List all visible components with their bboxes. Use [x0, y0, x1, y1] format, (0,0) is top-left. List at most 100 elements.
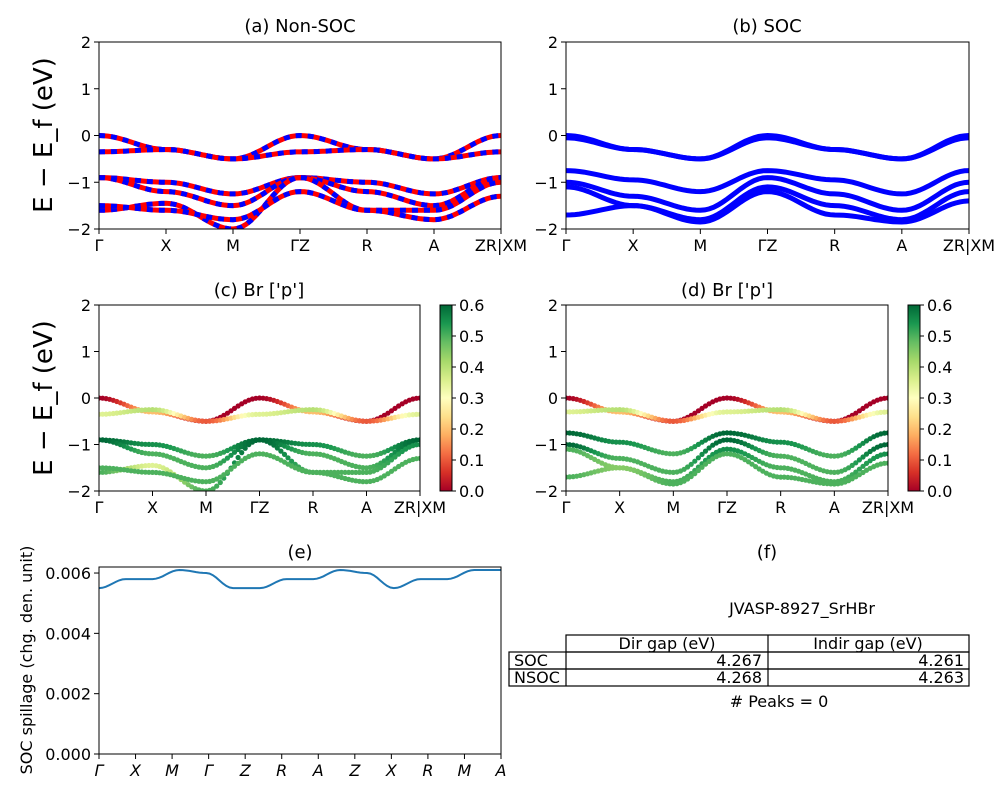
- panel-c-x-ticks: Γ X M ΓZ R A ZR|XM: [95, 491, 446, 517]
- colorbar-tick-label: 0.4: [459, 358, 484, 377]
- band-point: [856, 457, 863, 463]
- table-row-label: SOC: [514, 651, 548, 670]
- band-point: [685, 464, 691, 470]
- y-tick-label: 2: [81, 33, 91, 52]
- y-tick-label: 0.002: [45, 685, 91, 704]
- colorbar-tick-label: 0.5: [459, 327, 484, 346]
- band-point: [417, 411, 420, 417]
- band-point: [849, 462, 855, 468]
- y-tick-label: 2: [81, 296, 91, 315]
- panel-a-y-ticks: 2 1 0 −1 −2: [67, 33, 99, 239]
- panel-f-title: (f): [757, 542, 777, 563]
- panel-a-title: (a) Non-SOC: [244, 16, 355, 37]
- colorbar-tick-label: 0.4: [927, 358, 952, 377]
- table-cell: 4.261: [918, 651, 964, 670]
- band-point: [239, 450, 245, 456]
- table-cell: 4.263: [918, 668, 964, 687]
- panel-e-spillage: (e) 0.006 0.004 0.002 0.000 Γ X M Γ Z R A Z X R M A SO…: [17, 542, 506, 780]
- x-tick-label: Z: [239, 761, 252, 780]
- panel-a-plot: [99, 132, 501, 229]
- y-tick-label: 1: [81, 80, 91, 99]
- band-point: [210, 486, 216, 491]
- band-point: [863, 451, 870, 457]
- plot-area: [566, 132, 969, 225]
- panel-d-title: (d) Br ['p']: [681, 280, 773, 301]
- panel-c-plot: [99, 395, 420, 491]
- material-id: JVASP-8927_SrHBr: [728, 599, 875, 619]
- panel-a-x-ticks: Γ X M ΓZ R A ZR|XM: [95, 229, 527, 255]
- band-point: [217, 479, 223, 486]
- band-line-dashed: [99, 132, 501, 162]
- band-point: [688, 473, 694, 480]
- band-point: [853, 469, 859, 475]
- band-point: [342, 469, 348, 475]
- x-tick-label: Z: [348, 761, 361, 780]
- band-point: [388, 457, 395, 463]
- band-point: [235, 460, 241, 466]
- band-point: [228, 452, 234, 458]
- spillage-line: [98, 568, 501, 590]
- panel-a-non-soc: (a) Non-SOC 2 1 0 −1 −2 Γ X M ΓZ R A ZR|XM E − E_f…: [29, 16, 527, 255]
- x-tick-label: M: [199, 498, 213, 517]
- band-point: [417, 441, 420, 448]
- y-tick-label: 0: [81, 127, 91, 146]
- band-point: [702, 461, 709, 467]
- band-point: [396, 451, 402, 457]
- band-point: [695, 455, 702, 461]
- y-tick-label: −2: [534, 220, 558, 239]
- band-point: [242, 445, 248, 451]
- y-tick-label: 0: [81, 389, 91, 408]
- table-header-dir: Dir gap (eV): [619, 634, 716, 653]
- plot-area: [566, 395, 888, 487]
- x-tick-label: Γ: [95, 498, 104, 517]
- band-point: [224, 455, 230, 461]
- panel-b-x-ticks: Γ X M ΓZ R A ZR|XM: [562, 229, 995, 255]
- y-tick-label: 2: [548, 33, 558, 52]
- x-tick-label: R: [422, 761, 433, 780]
- x-tick-label: M: [666, 498, 680, 517]
- band-point: [885, 430, 888, 436]
- x-tick-label: X: [385, 761, 398, 780]
- x-tick-label: ZR|XM: [862, 498, 914, 517]
- band-point: [885, 395, 888, 401]
- band-point: [385, 460, 391, 466]
- y-tick-label: 1: [81, 343, 91, 362]
- panel-c-y-label: E − E_f (eV): [29, 320, 59, 476]
- x-tick-label: ZR|XM: [394, 498, 446, 517]
- y-tick-label: 0: [548, 389, 558, 408]
- x-tick-label: X: [147, 498, 158, 517]
- panel-b-soc: (b) SOC 2 1 0 −1 −2 Γ X M ΓZ R A ZR|XM: [534, 16, 995, 255]
- x-tick-label: ZR|XM: [943, 236, 995, 255]
- band-point: [863, 460, 870, 466]
- band-point: [281, 451, 288, 457]
- y-tick-label: 0.000: [45, 745, 91, 764]
- plot-area: [99, 395, 420, 491]
- table-header-indir: Indir gap (eV): [813, 634, 923, 653]
- band-point: [692, 471, 698, 477]
- band-point: [885, 460, 888, 466]
- band-point: [699, 464, 705, 470]
- y-tick-label: −1: [67, 436, 91, 455]
- band-point: [856, 466, 863, 472]
- x-tick-label: R: [829, 236, 840, 255]
- band-point: [360, 469, 366, 475]
- band-line: [566, 135, 969, 162]
- band-point: [274, 445, 280, 451]
- plot-area: [99, 132, 501, 229]
- colorbar-tick-label: 0.0: [927, 482, 952, 501]
- colorbar-tick-label: 0.3: [459, 389, 484, 408]
- panel-e-plot: [98, 568, 501, 590]
- colorbar-tick-label: 0.2: [459, 420, 484, 439]
- y-tick-label: −2: [534, 482, 558, 501]
- y-tick-label: 0.006: [45, 564, 91, 583]
- band-point: [224, 469, 230, 475]
- panel-f-gap-table: (f) JVASP-8927_SrHBr Dir gap (eV) Indir …: [508, 542, 970, 711]
- band-point: [338, 469, 345, 475]
- band-point: [271, 442, 277, 448]
- y-tick-label: −2: [67, 220, 91, 239]
- band-point: [724, 409, 730, 415]
- panel-e-title: (e): [287, 542, 312, 563]
- panel-d-colorbar: 0.6 0.5 0.4 0.3 0.2 0.1 0.0: [907, 296, 952, 501]
